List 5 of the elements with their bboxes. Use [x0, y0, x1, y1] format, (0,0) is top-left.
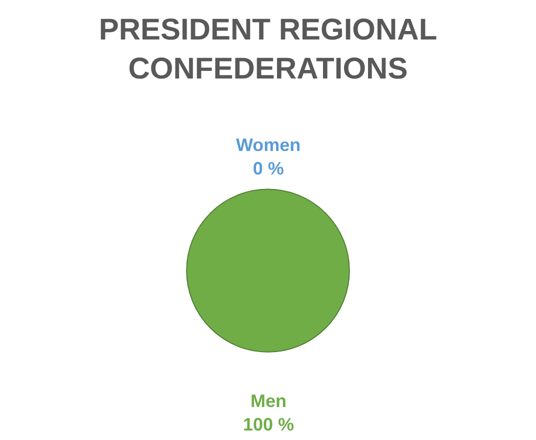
text: 0 % — [252, 158, 284, 178]
chart-title: PRESIDENT REGIONAL CONFEDERATIONS — [98, 14, 438, 86]
slice-label: Men — [250, 391, 287, 411]
data-label: 100 % — [243, 414, 294, 434]
category-label: Women — [236, 135, 301, 155]
